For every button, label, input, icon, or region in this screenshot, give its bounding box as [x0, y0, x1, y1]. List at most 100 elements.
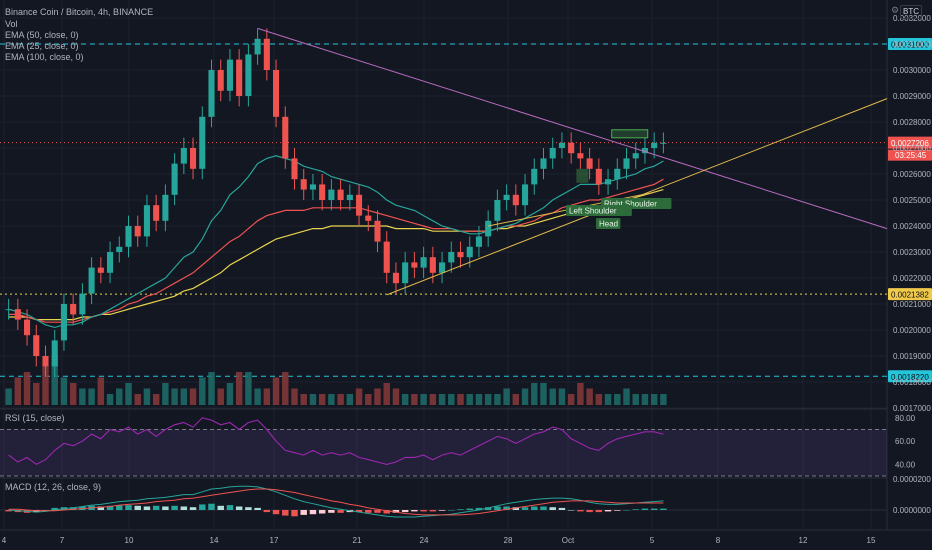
volume-bars — [5, 355, 667, 405]
macd-histogram-bar — [641, 508, 649, 510]
last-price-value: 0.0027206 — [891, 139, 929, 148]
candle-body — [162, 194, 169, 221]
volume-bar — [217, 388, 224, 405]
volume-bar — [199, 377, 206, 405]
macd-histogram-bar — [235, 506, 243, 510]
candle-body — [125, 226, 132, 247]
macd-histogram-bar — [484, 507, 492, 510]
volume-bar — [549, 388, 556, 405]
volume-bar — [51, 355, 58, 405]
macd-histogram-bar — [623, 510, 630, 511]
volume-bar — [97, 377, 105, 405]
candle-body — [439, 262, 446, 273]
macd-line — [8, 485, 664, 518]
candle-body — [420, 257, 427, 268]
macd-histogram-bar — [650, 508, 658, 510]
price-tick: 0.0030000 — [893, 66, 931, 75]
candle-body — [5, 309, 12, 311]
volume-bar — [494, 394, 501, 405]
volume-bar — [60, 377, 68, 405]
macd-histogram-bar — [540, 506, 547, 510]
candle-body — [485, 220, 492, 237]
macd-histogram-bar — [466, 508, 473, 510]
candle-body — [540, 158, 547, 169]
price-tick: 0.0021000 — [893, 300, 931, 309]
volume-label: Vol — [5, 19, 18, 29]
candle-body — [14, 309, 21, 320]
candle-body — [568, 142, 575, 154]
candle-body — [605, 179, 612, 185]
macd-histogram-bar — [420, 510, 427, 512]
time-tick: 10 — [125, 536, 134, 545]
candle-body — [651, 142, 658, 148]
level-mid-value: 0.0021382 — [891, 291, 929, 300]
left-shoulder-label: Left Shoulder — [569, 207, 617, 216]
volume-bar — [401, 394, 409, 405]
candle-body — [97, 267, 104, 273]
macd-tick: 0.0000200 — [893, 475, 931, 484]
macd-histogram-bar — [392, 510, 400, 513]
rsi-band — [0, 429, 887, 476]
candle-body — [457, 252, 464, 258]
price-axis[interactable]: 0.00320000.00310000.00300000.00290000.00… — [893, 14, 931, 515]
time-axis[interactable]: 4 7 10 14 17 21 24 28 Oct 5 8 12 15 — [0, 529, 932, 545]
macd-histogram-bar — [660, 508, 667, 510]
macd-histogram-bar — [199, 504, 206, 510]
candle-body — [88, 267, 95, 294]
candle-body — [171, 163, 178, 195]
ema100-label: EMA (100, close, 0) — [5, 52, 84, 62]
volume-bar — [448, 394, 455, 405]
candle-body — [282, 116, 289, 159]
volume-bar — [42, 366, 49, 405]
resistance-trendline — [257, 27, 888, 230]
macd-histogram-bar — [291, 510, 298, 517]
time-tick: 24 — [420, 536, 429, 545]
volume-bar — [531, 383, 538, 405]
price-tick: 0.0031000 — [893, 40, 931, 49]
level-high-value: 0.0031000 — [891, 41, 929, 50]
macd-histogram-bar — [208, 503, 215, 510]
volume-bar — [116, 388, 123, 405]
volume-bar — [632, 394, 639, 405]
candle-body — [309, 184, 316, 190]
macd-histogram-bar — [337, 510, 344, 513]
head-label: Head — [599, 220, 618, 229]
macd-histogram-bar — [5, 510, 12, 512]
candle-body — [531, 168, 538, 185]
macd-histogram-bar — [438, 510, 446, 511]
candle-body — [208, 70, 215, 117]
rsi-label: RSI (15, close) — [5, 413, 65, 423]
candle-body — [190, 148, 197, 169]
ema100-line — [8, 189, 664, 321]
candle-body — [503, 194, 510, 200]
candle-body — [153, 205, 160, 221]
volume-bar — [291, 388, 298, 405]
candle-body — [245, 54, 252, 96]
candle-body — [411, 262, 418, 268]
volume-bar — [604, 394, 612, 405]
volume-bar — [309, 394, 317, 405]
gear-icon[interactable]: ⚙ — [891, 5, 900, 15]
macd-histogram-bar — [254, 507, 261, 510]
volume-bar — [125, 383, 132, 405]
volume-bar — [429, 394, 437, 405]
macd-pane — [0, 485, 887, 518]
macd-histogram-bar — [309, 510, 317, 515]
candle-body — [558, 142, 565, 148]
volume-bar — [457, 394, 464, 405]
time-tick: 12 — [799, 536, 808, 545]
macd-histogram-bar — [125, 505, 132, 510]
time-tick: 21 — [353, 536, 362, 545]
grid — [0, 0, 888, 530]
volume-bar — [254, 388, 261, 405]
time-tick: 7 — [60, 536, 65, 545]
currency-badge[interactable]: BTC — [900, 5, 922, 19]
volume-bar — [650, 394, 658, 405]
macd-histogram-bar — [475, 507, 483, 510]
volume-bar — [208, 372, 215, 405]
horizontal-levels[interactable]: 0.0031000 0.0021382 0.0018220 0.0027206 03:2… — [0, 38, 932, 383]
level-high-tag — [888, 38, 932, 50]
